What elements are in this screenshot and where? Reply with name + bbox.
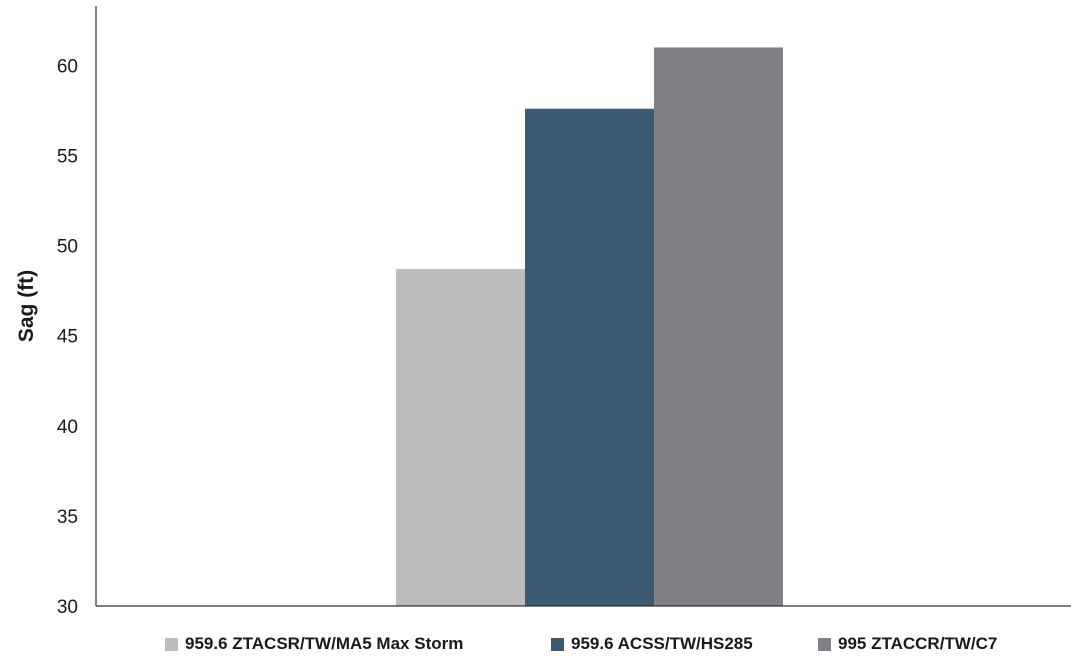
legend-label: 959.6 ACSS/TW/HS285: [571, 634, 753, 653]
y-tick-label: 35: [57, 507, 78, 528]
bar: [525, 108, 654, 607]
legend-item: 995 ZTACCR/TW/C7: [818, 634, 997, 654]
y-tick-label: 45: [57, 327, 78, 348]
legend-item: 959.6 ACSS/TW/HS285: [551, 634, 753, 654]
y-tick-label: 30: [57, 597, 78, 618]
y-tick-label: 55: [57, 147, 78, 168]
legend-item: 959.6 ZTACSR/TW/MA5 Max Storm: [165, 634, 463, 654]
y-axis-ticks: 30 35 40 45 50 55 60: [57, 56, 78, 618]
legend-swatch: [551, 637, 564, 651]
y-tick-label: 40: [57, 417, 78, 438]
y-axis-label: Sag (ft): [15, 270, 38, 342]
bars: [396, 47, 783, 607]
y-tick-label: 50: [57, 237, 78, 258]
legend-label: 959.6 ZTACSR/TW/MA5 Max Storm: [185, 634, 464, 653]
bar: [396, 269, 525, 606]
bar: [654, 47, 783, 606]
legend-swatch: [165, 637, 178, 651]
legend: 959.6 ZTACSR/TW/MA5 Max Storm 959.6 ACSS…: [0, 634, 1071, 658]
legend-label: 995 ZTACCR/TW/C7: [838, 634, 998, 653]
y-tick-label: 60: [57, 56, 78, 77]
legend-swatch: [818, 637, 831, 651]
